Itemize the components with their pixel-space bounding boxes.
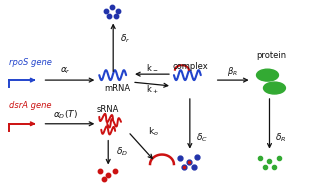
Ellipse shape (263, 82, 285, 94)
Text: $\delta_C$: $\delta_C$ (196, 131, 208, 144)
Text: complex: complex (173, 62, 209, 71)
Text: dsrA gene: dsrA gene (9, 101, 51, 110)
Text: $\delta_r$: $\delta_r$ (120, 32, 131, 45)
Text: $\beta_R$: $\beta_R$ (227, 65, 238, 78)
Text: k$_+$: k$_+$ (146, 84, 158, 96)
Text: sRNA: sRNA (97, 105, 119, 114)
Text: k$_o$: k$_o$ (148, 125, 159, 138)
Ellipse shape (257, 69, 278, 81)
Text: rpoS gene: rpoS gene (9, 58, 52, 67)
Text: k$_-$: k$_-$ (146, 62, 158, 72)
Text: $\delta_D$: $\delta_D$ (116, 145, 128, 158)
Text: $\alpha_r$: $\alpha_r$ (60, 66, 71, 76)
Text: $\delta_R$: $\delta_R$ (276, 131, 287, 144)
Text: mRNA: mRNA (104, 83, 130, 92)
Text: $\alpha_D(T)$: $\alpha_D(T)$ (53, 109, 78, 121)
Text: protein: protein (256, 51, 286, 60)
